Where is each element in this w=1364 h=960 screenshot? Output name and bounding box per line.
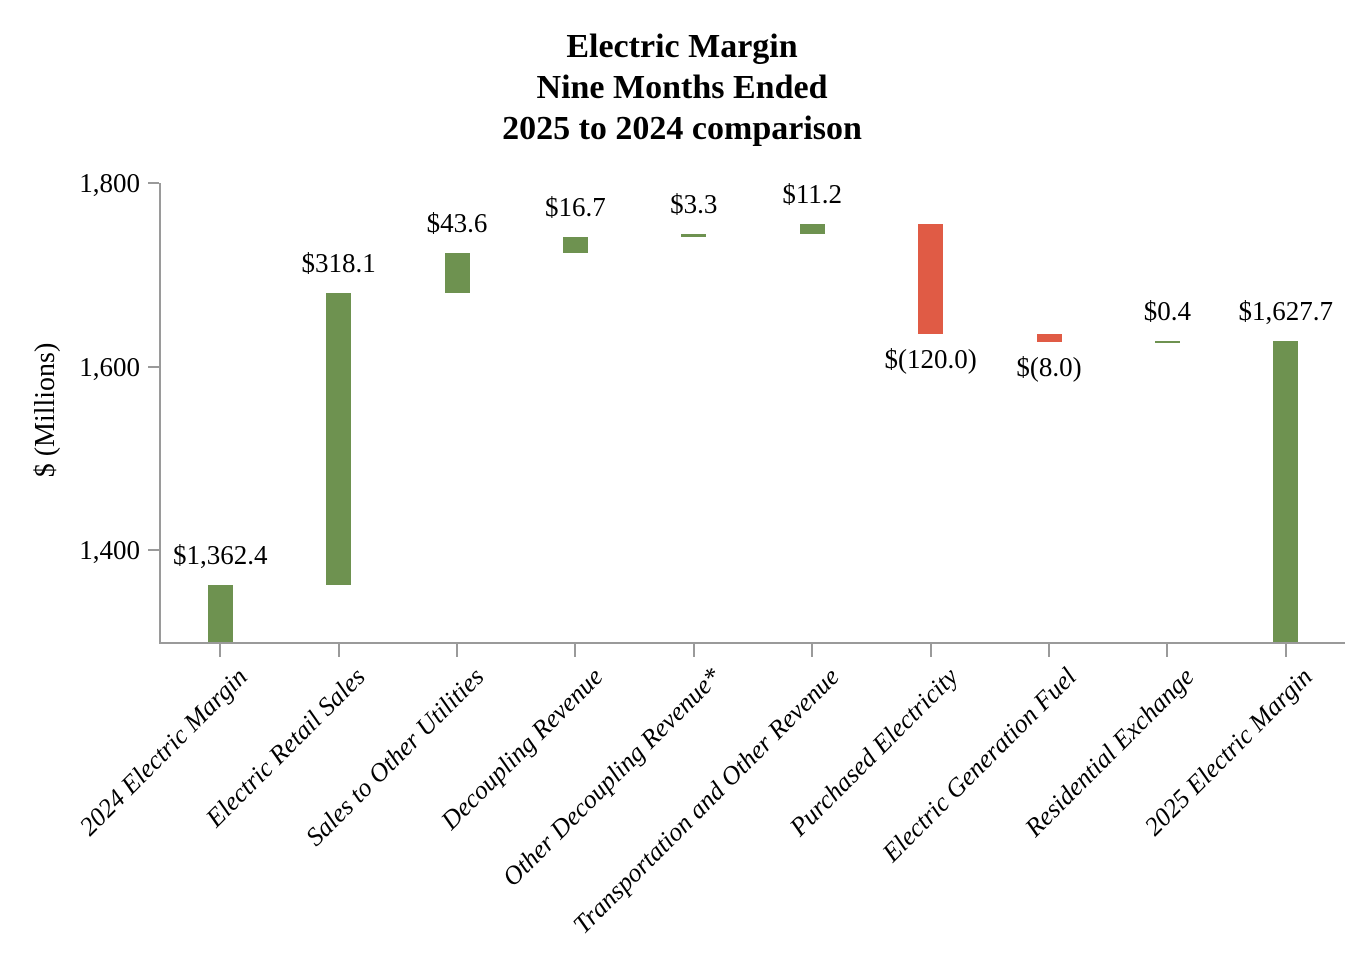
- value-label-electric-generation-fuel: $(8.0): [1016, 351, 1082, 382]
- value-label-decoupling-revenue: $16.7: [545, 192, 606, 223]
- chart-title-line-1: Electric Margin: [566, 28, 798, 65]
- value-label-residential-exchange: $0.4: [1143, 296, 1192, 327]
- x-tick-2024-electric-margin: [219, 644, 222, 657]
- value-label-transportation-and-other-revenue: $11.2: [782, 179, 843, 210]
- value-label-other-decoupling-revenue: $3.3: [670, 189, 718, 220]
- y-tick-1-400: [148, 549, 159, 552]
- bar-purchased-electricity: [918, 224, 944, 335]
- x-tick-purchased-electricity: [929, 644, 932, 657]
- y-tick-1-600: [148, 365, 159, 368]
- bar-decoupling-revenue: [562, 237, 588, 253]
- chart-title: Electric Margin Nine Months Ended 2025 t…: [0, 26, 1364, 149]
- value-label-2025-electric-margin: $1,627.7: [1238, 296, 1334, 327]
- x-axis-label-electric-generation-fuel: Electric Generation Fuel: [876, 662, 1082, 868]
- value-label-sales-to-other-utilities: $43.6: [426, 207, 488, 238]
- bar-other-decoupling-revenue: [681, 234, 707, 238]
- value-label-electric-retail-sales: $318.1: [301, 247, 376, 278]
- chart-title-line-3: 2025 to 2024 comparison: [502, 110, 862, 147]
- bar-electric-generation-fuel: [1036, 334, 1062, 342]
- x-tick-sales-to-other-utilities: [456, 644, 458, 657]
- value-label-purchased-electricity: $(120.0): [884, 344, 977, 375]
- y-axis-line: [159, 183, 161, 642]
- y-tick-label-1-800: 1,800: [79, 168, 140, 198]
- bar-2025-electric-margin: [1273, 341, 1299, 642]
- x-axis-label-other-decoupling-revenue: Other Decoupling Revenue*: [496, 662, 727, 892]
- bar-residential-exchange: [1154, 341, 1180, 344]
- bar-transportation-and-other-revenue: [799, 224, 825, 235]
- x-tick-decoupling-revenue: [574, 644, 577, 657]
- x-tick-residential-exchange: [1166, 644, 1169, 657]
- chart-title-line-2: Nine Months Ended: [536, 69, 828, 106]
- value-label-2024-electric-margin: $1,362.4: [172, 539, 268, 570]
- x-tick-electric-generation-fuel: [1048, 644, 1050, 657]
- y-tick-label-1-600: 1,600: [79, 351, 140, 382]
- x-tick-electric-retail-sales: [337, 644, 340, 657]
- bar-2024-electric-margin: [207, 584, 233, 642]
- x-axis-line: [159, 642, 1345, 644]
- x-tick-2025-electric-margin: [1284, 644, 1287, 657]
- y-tick-1-800: [148, 182, 159, 184]
- x-tick-transportation-and-other-revenue: [811, 644, 814, 657]
- y-tick-label-1-400: 1,400: [79, 535, 140, 566]
- bar-electric-retail-sales: [326, 292, 352, 585]
- x-tick-other-decoupling-revenue: [692, 644, 695, 657]
- bar-sales-to-other-utilities: [444, 252, 470, 293]
